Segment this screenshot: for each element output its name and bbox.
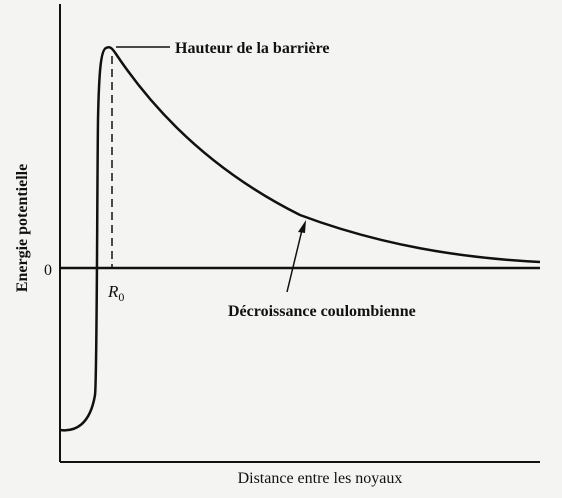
zero-label: 0 bbox=[44, 262, 52, 279]
arrow-head bbox=[298, 220, 306, 233]
y-axis-label: Energie potentielle bbox=[14, 164, 31, 292]
potential-curve bbox=[59, 46, 541, 432]
x-axis-label: Distance entre les noyaux bbox=[238, 470, 403, 487]
r0-base: R bbox=[107, 282, 119, 301]
barrier-label: Hauteur de la barrière bbox=[175, 40, 330, 57]
r0-sub: 0 bbox=[118, 290, 124, 304]
coulomb-leader bbox=[286, 229, 303, 293]
r0-label: R0 bbox=[107, 282, 124, 304]
coulomb-label: Décroissance coulombienne bbox=[228, 303, 416, 320]
